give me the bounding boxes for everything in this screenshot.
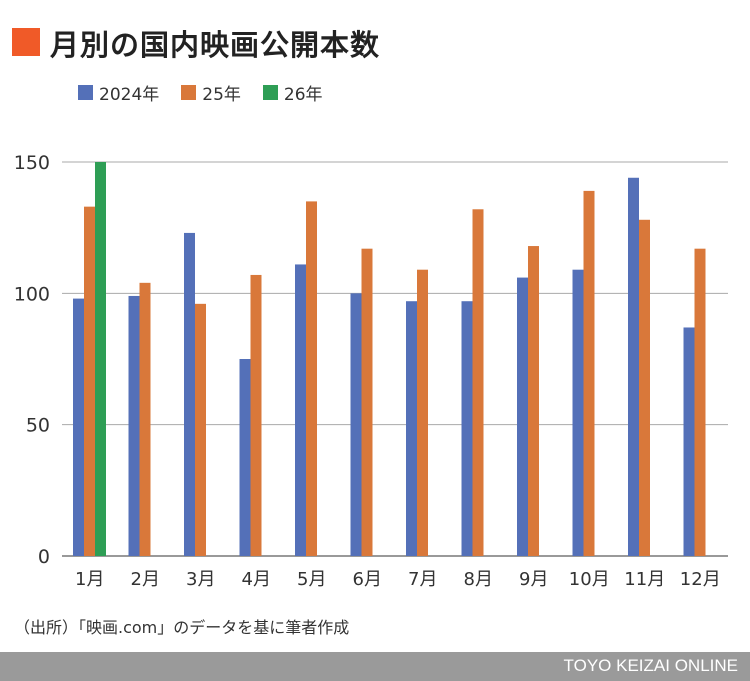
plot-area: 0 50 100 150 1月 2月 3月 4月 5月 6月 7月 8月 9月 10月 11月 12月 — [14, 152, 728, 590]
bar-25年-3月 — [195, 303, 206, 556]
bar-2024年-4月 — [239, 359, 251, 556]
footer-bar: TOYO KEIZAI ONLINE — [0, 652, 750, 681]
title-marker — [12, 28, 40, 56]
legend-label: 2024年 — [99, 85, 160, 105]
bar-2024年-9月 — [517, 277, 528, 556]
bar-25年-9月 — [528, 246, 539, 556]
chart-title: 月別の国内映画公開本数 — [50, 28, 381, 62]
bar-2024年-8月 — [461, 301, 473, 556]
x-tick-label: 7月 — [408, 569, 437, 590]
bar-2024年-10月 — [572, 269, 584, 556]
bar-2024年-6月 — [350, 293, 362, 556]
bar-25年-10月 — [583, 190, 595, 557]
legend: 2024年 25年 26年 — [78, 80, 345, 105]
legend-item-2024: 2024年 — [78, 80, 159, 105]
bar-26年-1月 — [95, 162, 106, 556]
x-tick-label: 1月 — [75, 569, 104, 590]
legend-label: 25年 — [202, 85, 241, 105]
bar-2024年-1月 — [73, 298, 84, 556]
bar-25年-11月 — [639, 219, 650, 556]
bar-25年-5月 — [306, 201, 317, 556]
legend-item-25: 25年 — [181, 80, 241, 105]
y-tick-label: 50 — [26, 415, 50, 437]
legend-swatch — [181, 85, 197, 100]
x-tick-label: 10月 — [569, 569, 610, 590]
bar-25年-8月 — [472, 209, 484, 556]
bar-2024年-5月 — [295, 264, 306, 556]
legend-item-26: 26年 — [262, 80, 323, 105]
footer-brand: TOYO KEIZAI ONLINE — [563, 656, 738, 675]
bar-2024年-2月 — [128, 295, 140, 556]
bar-2024年-12月 — [683, 327, 695, 556]
bar-2024年-7月 — [406, 301, 417, 556]
y-tick-label: 100 — [14, 283, 50, 305]
legend-swatch — [78, 85, 93, 100]
y-tick-label: 150 — [14, 152, 50, 174]
legend-swatch — [262, 85, 278, 100]
source-note: （出所）「映画.com」のデータを基に筆者作成 — [14, 618, 350, 637]
x-tick-label: 4月 — [242, 569, 271, 590]
bar-25年-7月 — [417, 269, 428, 556]
x-tick-label: 6月 — [353, 569, 382, 590]
bar-25年-6月 — [361, 248, 373, 556]
x-tick-label: 5月 — [297, 569, 326, 590]
x-tick-label: 12月 — [680, 569, 721, 590]
legend-label: 26年 — [283, 85, 323, 105]
x-tick-label: 11月 — [624, 569, 665, 590]
x-tick-label: 8月 — [464, 569, 493, 590]
bar-25年-4月 — [250, 274, 262, 556]
bar-2024年-11月 — [628, 177, 639, 556]
y-tick-label: 0 — [38, 546, 50, 568]
bar-2024年-3月 — [184, 232, 195, 557]
bar-25年-1月 — [84, 206, 95, 557]
bar-25年-2月 — [139, 282, 151, 556]
bar-25年-12月 — [694, 248, 706, 556]
x-tick-label: 2月 — [131, 569, 160, 590]
x-tick-label: 3月 — [186, 569, 215, 590]
x-tick-label: 9月 — [519, 569, 548, 590]
